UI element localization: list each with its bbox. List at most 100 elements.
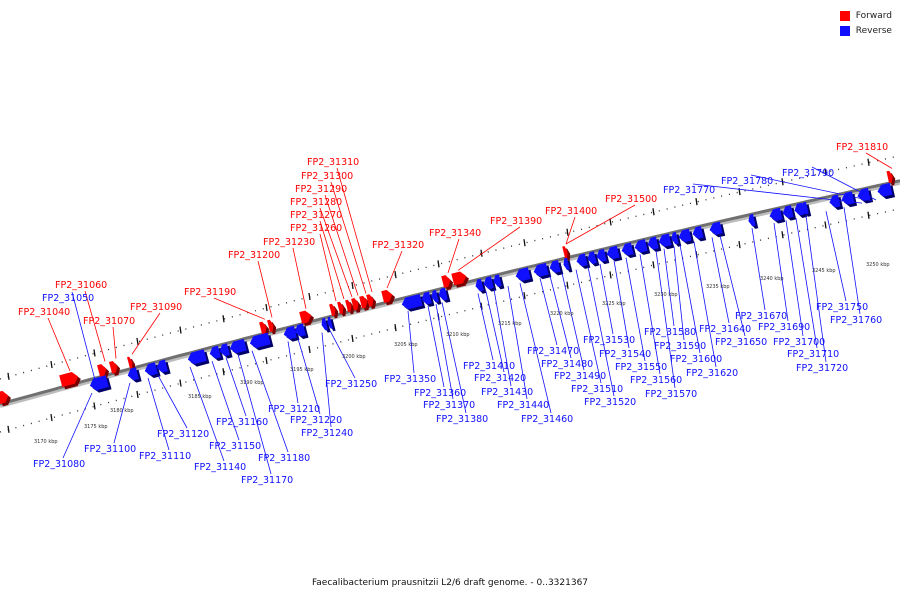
reverse-gene-label: FP2_31770 <box>663 185 715 196</box>
forward-gene <box>345 299 355 315</box>
forward-gene-label: FP2_31310 <box>307 157 359 168</box>
reverse-leader <box>673 246 685 341</box>
reverse-gene-label: FP2_31240 <box>301 428 353 439</box>
reverse-leader <box>287 341 299 404</box>
reverse-gene-label: FP2_31640 <box>699 324 751 335</box>
forward-leader <box>324 194 359 296</box>
forward-gene <box>337 301 347 317</box>
reverse-leader <box>575 269 602 384</box>
forward-gene <box>451 271 470 288</box>
forward-gene-label: FP2_31500 <box>605 194 657 205</box>
reverse-swatch <box>839 25 850 36</box>
reverse-gene-label: FP2_31410 <box>463 361 515 372</box>
reverse-leader <box>407 310 415 374</box>
forward-gene-label: FP2_31060 <box>55 280 107 291</box>
forward-gene-label: FP2_31400 <box>545 206 597 217</box>
scale-label: 3245 kbp <box>812 268 836 274</box>
reverse-gene <box>563 257 573 273</box>
lower-tick <box>179 379 182 387</box>
reverse-leader <box>427 305 445 388</box>
reverse-leader <box>843 207 861 315</box>
reverse-leader <box>157 375 188 429</box>
lower-tick <box>93 402 96 410</box>
reverse-gene-label: FP2_31150 <box>209 441 261 452</box>
reverse-leader <box>251 350 289 453</box>
forward-gene-label: FP2_31280 <box>290 197 342 208</box>
reverse-gene <box>187 349 210 367</box>
lower-tick <box>824 221 827 229</box>
upper-tick <box>50 360 53 369</box>
upper-tick <box>136 337 139 346</box>
reverse-gene <box>769 207 786 224</box>
lower-tick <box>222 368 225 376</box>
lower-tick <box>394 324 397 332</box>
reverse-gene-label: FP2_31120 <box>157 429 209 440</box>
reverse-gene <box>709 221 726 238</box>
reverse-gene <box>421 291 435 307</box>
forward-gene-label: FP2_31200 <box>228 250 280 261</box>
reverse-leader <box>441 302 467 414</box>
upper-tick <box>308 292 311 301</box>
scale-label: 3215 kbp <box>498 321 522 327</box>
forward-leader <box>565 204 636 245</box>
reverse-leader <box>493 289 512 387</box>
upper-tick <box>222 315 225 323</box>
reverse-gene-label: FP2_31050 <box>42 293 94 304</box>
reverse-leader <box>549 275 572 359</box>
forward-gene-label: FP2_31260 <box>290 223 342 234</box>
reverse-leader <box>147 377 170 451</box>
forward-gene-label: FP2_31390 <box>490 216 542 227</box>
legend-forward: Forward <box>839 8 892 23</box>
forward-gene-label: FP2_31270 <box>290 210 342 221</box>
reverse-gene-label: FP2_31470 <box>527 346 579 357</box>
reverse-leader <box>507 286 528 400</box>
upper-tick <box>480 249 483 257</box>
forward-gene-label: FP2_31090 <box>130 302 182 313</box>
reverse-leader <box>587 266 615 397</box>
reverse-leader <box>625 257 646 362</box>
reverse-gene <box>533 262 552 280</box>
scale-label: 3230 kbp <box>654 292 678 298</box>
reverse-gene <box>515 267 534 284</box>
forward-gene <box>351 298 362 313</box>
reverse-gene <box>431 289 442 305</box>
lower-tick <box>609 271 612 279</box>
reverse-gene <box>647 236 662 252</box>
reverse-gene-label: FP2_31170 <box>241 475 293 486</box>
reverse-gene <box>801 201 812 217</box>
reverse-gene <box>327 316 336 332</box>
reverse-leader <box>679 244 701 354</box>
forward-gene <box>267 319 277 335</box>
reverse-gene-label: FP2_31650 <box>715 337 767 348</box>
reverse-leader <box>435 303 454 400</box>
forward-leader <box>386 250 403 289</box>
reverse-gene-label: FP2_31430 <box>481 387 533 398</box>
reverse-gene-label: FP2_31620 <box>686 368 738 379</box>
reverse-gene <box>748 213 759 229</box>
scale-label: 3200 kbp <box>342 354 366 360</box>
lower-tick <box>867 211 870 219</box>
reverse-leader <box>477 293 494 361</box>
reverse-gene-label: FP2_31700 <box>773 337 825 348</box>
reverse-gene-label: FP2_31560 <box>630 375 682 386</box>
lower-tick <box>652 261 655 269</box>
forward-leader <box>292 247 307 309</box>
reverse-leader <box>539 278 558 346</box>
reverse-gene <box>634 239 651 255</box>
reverse-leader <box>211 360 240 441</box>
forward-gene <box>381 289 396 306</box>
label-layer: 3170 kbp 3175 kbp 3180 kbp 3185 kbp 3190 kbp… <box>18 142 890 486</box>
reverse-leader <box>785 220 804 337</box>
forward-leader <box>319 220 345 300</box>
legend-reverse: Reverse <box>839 23 892 38</box>
reverse-leader <box>561 272 585 371</box>
reverse-gene-label: FP2_31160 <box>216 417 268 428</box>
reverse-gene <box>576 253 591 269</box>
forward-swatch <box>839 10 850 21</box>
scale-label: 3195 kbp <box>290 367 314 373</box>
scale-label: 3250 kbp <box>866 262 890 268</box>
upper-tick <box>179 326 182 334</box>
reverse-gene-label: FP2_31100 <box>84 444 136 455</box>
reverse-leader <box>751 228 766 311</box>
